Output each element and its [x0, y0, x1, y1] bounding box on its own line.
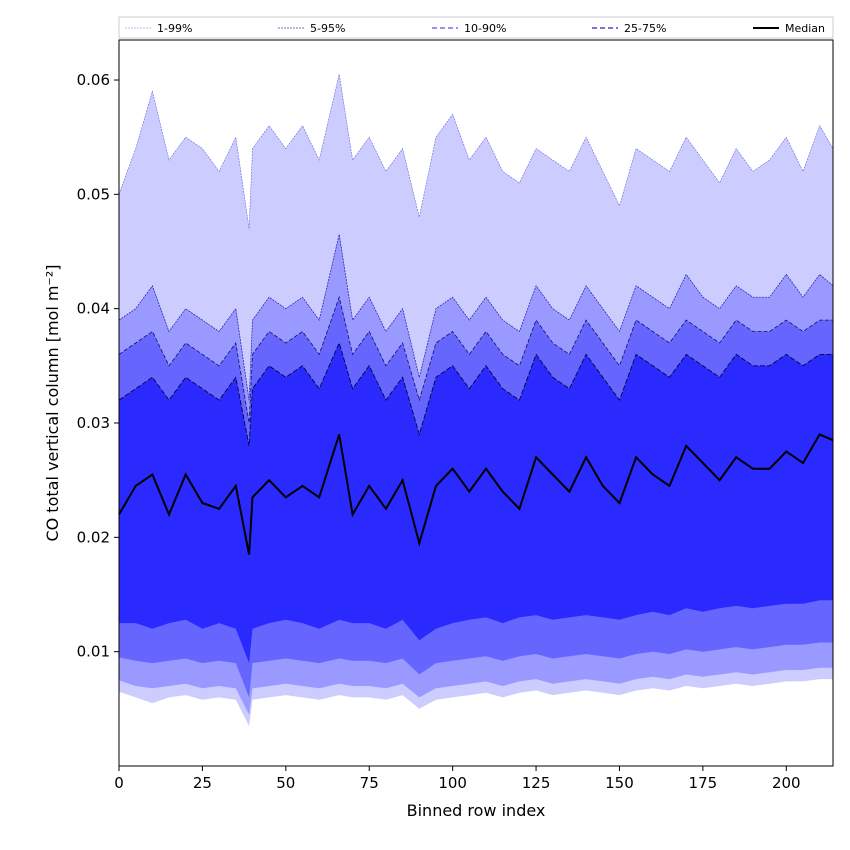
y-tick-label: 0.02	[77, 528, 110, 546]
y-tick-label: 0.04	[77, 300, 110, 318]
y-tick-label: 0.05	[77, 185, 110, 203]
plot-frame	[118, 39, 834, 767]
band-5-95-upper-edge	[118, 234, 834, 401]
x-tick-label: 150	[605, 774, 634, 792]
legend-label: 25-75%	[624, 22, 666, 35]
percentile-bands	[118, 74, 834, 727]
legend-label: Median	[785, 22, 825, 35]
x-tick-label: 200	[772, 774, 801, 792]
x-tick-label: 0	[114, 774, 124, 792]
y-tick-label: 0.03	[77, 414, 110, 432]
x-axis: 0 25 50 75 100 125 150 175 200	[114, 766, 801, 792]
y-axis-label: CO total vertical column [mol m⁻²]	[43, 264, 62, 541]
x-axis-label: Binned row index	[407, 801, 546, 820]
x-tick-label: 25	[193, 774, 212, 792]
x-tick-label: 100	[438, 774, 467, 792]
legend-label: 10-90%	[464, 22, 506, 35]
x-tick-label: 125	[522, 774, 551, 792]
band-25-75	[119, 343, 833, 664]
legend-label: 1-99%	[157, 22, 192, 35]
x-tick-label: 50	[276, 774, 295, 792]
legend-label: 5-95%	[310, 22, 345, 35]
x-tick-label: 175	[689, 774, 718, 792]
band-25-75-upper-edge	[118, 341, 833, 446]
band-10-90-upper-edge	[118, 295, 833, 424]
median-line	[118, 433, 834, 555]
median-layer	[118, 433, 834, 555]
y-tick-label: 0.01	[77, 643, 110, 661]
band-1-99-upper-edge	[118, 74, 834, 229]
legend-box	[118, 16, 834, 39]
y-tick-label: 0.06	[77, 71, 110, 89]
legend: 1-99% 5-95% 10-90% 25-75% Median	[118, 16, 834, 39]
y-axis: 0.01 0.02 0.03 0.04 0.05 0.06	[77, 71, 119, 661]
x-tick-label: 75	[360, 774, 379, 792]
